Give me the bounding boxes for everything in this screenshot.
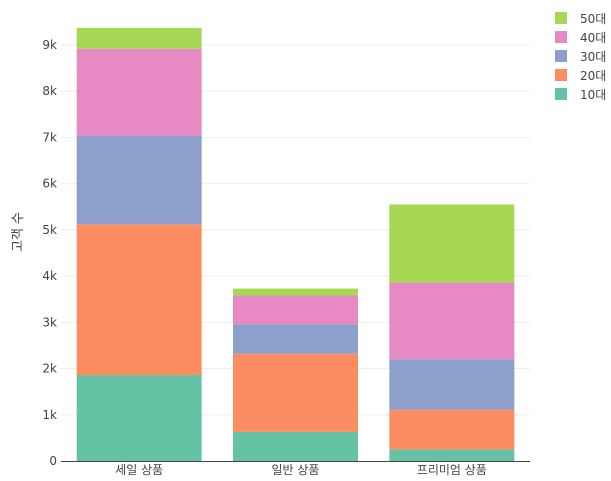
y-axis-title: 고객 수 (11, 212, 26, 252)
legend-swatch[interactable] (555, 50, 567, 62)
y-tick-label: 3k (42, 315, 57, 329)
y-tick-label: 6k (42, 177, 57, 191)
legend-swatch[interactable] (555, 12, 567, 24)
bar-segment-20대[interactable] (389, 409, 515, 450)
bar-segment-30대[interactable] (76, 135, 202, 225)
bar-segment-50대[interactable] (389, 204, 515, 283)
bar-segment-10대[interactable] (389, 449, 515, 461)
bar-segment-40대[interactable] (233, 295, 358, 325)
bar-segment-30대[interactable] (389, 359, 515, 410)
legend-swatch[interactable] (555, 69, 567, 81)
legend-label[interactable]: 10대 (580, 88, 606, 102)
legend-swatch[interactable] (555, 31, 567, 43)
y-tick-label: 0 (49, 454, 57, 468)
bar-segment-10대[interactable] (233, 431, 358, 461)
y-tick-label: 8k (42, 84, 57, 98)
legend-label[interactable]: 40대 (580, 31, 606, 45)
legend-label[interactable]: 30대 (580, 50, 606, 64)
bar-segment-40대[interactable] (389, 282, 515, 360)
x-tick-label: 세일 상품 (115, 463, 163, 477)
bar-segment-10대[interactable] (76, 375, 202, 461)
bar-segment-50대[interactable] (76, 27, 202, 49)
legend-label[interactable]: 50대 (580, 12, 606, 26)
y-tick-label: 1k (42, 408, 57, 422)
legend-swatch[interactable] (555, 88, 567, 100)
bar-segment-20대[interactable] (233, 353, 358, 432)
bar-segment-20대[interactable] (76, 224, 202, 376)
bar-segment-40대[interactable] (76, 48, 202, 136)
bar-segment-50대[interactable] (233, 288, 358, 296)
legend-label[interactable]: 20대 (580, 69, 606, 83)
y-tick-label: 5k (42, 223, 57, 237)
bar-segment-30대[interactable] (233, 324, 358, 354)
y-tick-label: 2k (42, 362, 57, 376)
y-tick-label: 4k (42, 269, 57, 283)
x-tick-label: 일반 상품 (272, 463, 320, 477)
y-tick-label: 9k (42, 38, 57, 52)
x-tick-label: 프리미엄 상품 (417, 463, 487, 477)
y-tick-label: 7k (42, 130, 57, 144)
